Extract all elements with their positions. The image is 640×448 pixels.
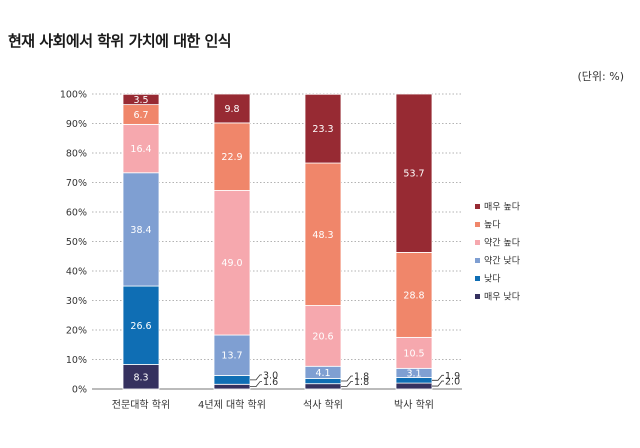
data-label: 16.4 <box>130 144 151 155</box>
bar-segment <box>304 383 342 390</box>
bar-segment <box>122 285 160 365</box>
data-label: 8.3 <box>133 372 148 383</box>
bar-segment <box>213 383 251 390</box>
data-labels: 8.3 26.6 38.4 16.4 6.7 3.5 1.63.0 13.7 49.0 22.9 9… <box>130 95 460 388</box>
chart-title: 현재 사회에서 학위 가치에 대한 인식 <box>8 32 232 50</box>
data-label: 28.8 <box>403 290 424 301</box>
leader-line <box>432 374 444 381</box>
bar-segment <box>304 305 342 367</box>
data-label: 1.9 <box>445 371 460 382</box>
legend-swatch <box>475 204 480 209</box>
y-tick-label: 80% <box>66 149 87 160</box>
legend-label: 약간 낮다 <box>484 255 521 267</box>
x-axis-labels: 전문대학 학위 4년제 대학 학위 석사 학위 박사 학위 <box>112 398 434 411</box>
y-tick-label: 50% <box>66 237 87 248</box>
legend-label: 높다 <box>484 220 501 231</box>
bar-segment <box>304 162 342 306</box>
data-label: 3.1 <box>406 368 421 379</box>
data-label: 38.4 <box>130 225 151 236</box>
y-tick-label: 40% <box>66 267 87 278</box>
data-label: 1.8 <box>354 372 369 383</box>
data-label: 49.0 <box>221 258 242 269</box>
bar-segment <box>122 93 160 106</box>
y-tick-label: 20% <box>66 326 87 337</box>
legend-label: 낮다 <box>484 274 501 285</box>
data-label: 1.6 <box>263 377 278 388</box>
legend-swatch <box>475 258 480 263</box>
x-category-label: 4년제 대학 학위 <box>198 398 266 411</box>
y-axis: 0% 10% 20% 30% 40% 50% 60% 70% 80% 90% 100% <box>60 90 87 396</box>
leader-line <box>250 374 262 381</box>
y-tick-label: 70% <box>66 178 87 189</box>
data-label: 10.5 <box>403 348 424 359</box>
x-category-label: 석사 학위 <box>303 398 343 411</box>
data-label: 2.0 <box>445 377 460 388</box>
legend-swatch <box>475 222 480 227</box>
bar-segment <box>395 382 433 390</box>
data-label: 53.7 <box>403 169 424 180</box>
legend-swatch <box>475 240 480 245</box>
data-label: 3.5 <box>133 95 148 106</box>
legend-label: 매우 높다 <box>484 202 521 213</box>
data-label: 23.3 <box>312 124 333 135</box>
y-tick-label: 10% <box>66 355 87 366</box>
bar-segment <box>395 252 433 338</box>
bar-segment <box>304 377 342 385</box>
data-label: 6.7 <box>133 110 148 121</box>
leader-line <box>432 380 444 387</box>
data-label: 20.6 <box>312 331 333 342</box>
bars <box>122 93 433 390</box>
unit-label: (단위: %) <box>577 70 624 83</box>
legend-swatch <box>475 276 480 281</box>
data-label: 13.7 <box>221 351 242 362</box>
leader-line <box>250 381 262 388</box>
bar-segment <box>395 93 433 253</box>
data-label: 22.9 <box>221 152 242 163</box>
data-label: 26.6 <box>130 321 151 332</box>
bar-segment <box>213 122 251 191</box>
leader-line <box>341 375 353 382</box>
x-category-label: 박사 학위 <box>394 398 434 411</box>
y-tick-label: 0% <box>72 385 87 396</box>
data-label: 3.0 <box>263 370 278 381</box>
x-category-label: 전문대학 학위 <box>112 398 170 411</box>
y-tick-label: 30% <box>66 296 87 307</box>
bar-segment <box>213 190 251 336</box>
leader-line <box>341 380 353 387</box>
bar-segment <box>213 375 251 385</box>
legend-swatch <box>475 294 480 299</box>
bar-segment <box>213 334 251 376</box>
legend-label: 약간 높다 <box>484 237 521 249</box>
y-tick-label: 60% <box>66 208 87 219</box>
data-label: 4.1 <box>315 368 330 379</box>
bar-segment <box>213 93 251 124</box>
bar-segment <box>304 93 342 164</box>
y-tick-label: 100% <box>60 90 87 101</box>
bar-segment <box>395 336 433 369</box>
y-tick-label: 90% <box>66 119 87 130</box>
legend-label: 매우 낮다 <box>484 292 521 303</box>
data-label: 48.3 <box>312 230 333 241</box>
bar-segment <box>122 364 160 390</box>
data-label: 1.8 <box>354 377 369 388</box>
data-label: 9.8 <box>224 104 239 115</box>
